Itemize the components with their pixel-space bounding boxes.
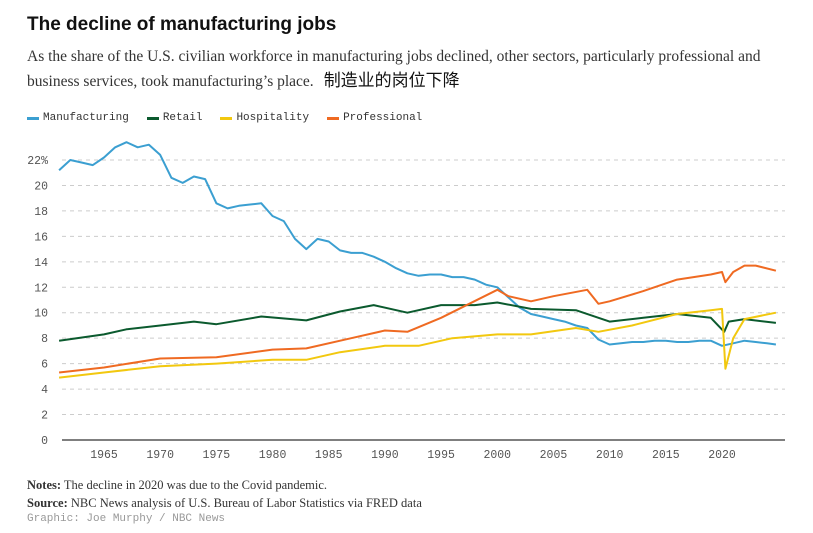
notes-text: The decline in 2020 was due to the Covid… — [63, 478, 328, 492]
source-text: NBC News analysis of U.S. Bureau of Labo… — [70, 496, 422, 510]
notes: Notes: The decline in 2020 was due to th… — [27, 476, 422, 512]
x-tick-label: 2005 — [540, 449, 568, 462]
y-tick-label: 14 — [34, 257, 48, 270]
legend: Manufacturing Retail Hospitality Profession… — [27, 112, 422, 124]
x-tick-label: 1980 — [259, 449, 287, 462]
y-tick-label: 12 — [34, 282, 48, 295]
x-tick-label: 1990 — [371, 449, 399, 462]
subtitle-chinese: 制造业的岗位下降 — [323, 71, 460, 91]
y-tick-label: 16 — [34, 231, 48, 244]
series-line-manufacturing — [58, 141, 777, 347]
x-tick-label: 2020 — [708, 449, 736, 462]
series-line-professional — [58, 264, 777, 374]
legend-swatch — [220, 116, 233, 120]
legend-swatch — [327, 116, 340, 120]
notes-label: Notes: — [27, 478, 62, 492]
x-tick-label: 1965 — [90, 449, 118, 462]
x-tick-label: 1995 — [427, 449, 455, 462]
legend-label: Retail — [162, 112, 203, 124]
series-line-hospitality — [58, 307, 777, 379]
y-tick-label: 4 — [41, 384, 48, 397]
legend-item-hospitality: Hospitality — [220, 112, 309, 124]
legend-label: Manufacturing — [43, 112, 129, 124]
legend-swatch — [27, 116, 39, 120]
y-tick-label: 2 — [41, 410, 48, 423]
x-tick-label: 2015 — [652, 449, 680, 462]
y-tick-label: 22% — [27, 155, 48, 168]
legend-swatch — [146, 116, 159, 120]
x-tick-label: 1985 — [315, 449, 343, 462]
series-line-retail — [58, 301, 777, 342]
source-label: Source: — [27, 496, 68, 510]
x-tick-label: 1970 — [146, 449, 174, 462]
x-tick-label: 2000 — [483, 449, 511, 462]
legend-label: Professional — [343, 112, 423, 124]
y-tick-label: 20 — [34, 180, 48, 193]
legend-item-manufacturing: Manufacturing — [27, 112, 129, 124]
y-tick-label: 0 — [41, 435, 48, 448]
y-tick-label: 10 — [34, 308, 48, 321]
x-tick-label: 2010 — [596, 449, 624, 462]
legend-item-retail: Retail — [146, 112, 203, 124]
credit: Graphic: Joe Murphy / NBC News — [27, 513, 226, 525]
y-tick-label: 6 — [41, 359, 48, 372]
legend-item-professional: Professional — [327, 112, 422, 124]
chart-subtitle: As the share of the U.S. civilian workfo… — [27, 45, 797, 94]
chart-title: The decline of manufacturing jobs — [27, 14, 337, 35]
y-tick-label: 18 — [34, 206, 48, 219]
x-tick-label: 1975 — [203, 449, 231, 462]
y-tick-label: 8 — [41, 333, 48, 346]
subtitle-text: As the share of the U.S. civilian workfo… — [27, 48, 761, 90]
legend-label: Hospitality — [236, 112, 310, 124]
